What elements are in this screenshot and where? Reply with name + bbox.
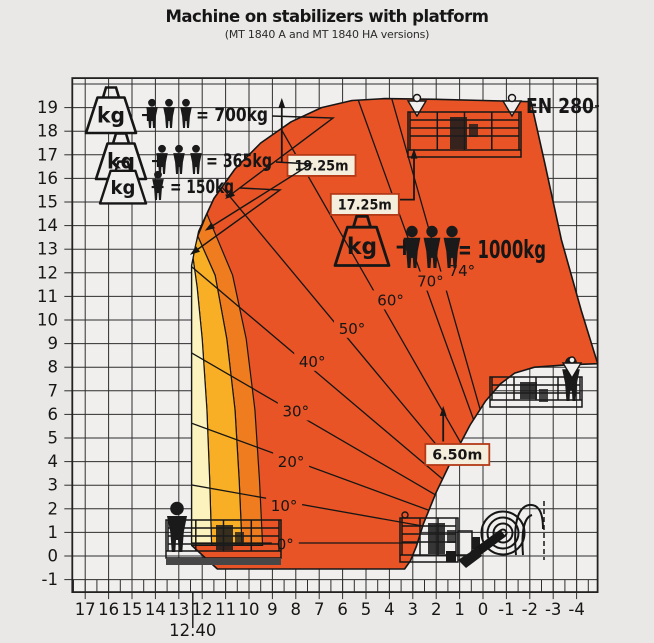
zone-1000kg (190, 97, 599, 570)
load-chart-host: 0° 10° 20° 30° 40° 50° 60° 70° 74° 19.25m 17.25m 6.… (0, 55, 654, 640)
kg-weight-icon: kg (98, 160, 148, 205)
svg-text:11: 11 (215, 600, 236, 619)
svg-text:10: 10 (37, 311, 58, 330)
svg-text:4: 4 (384, 600, 395, 619)
svg-text:5: 5 (361, 600, 372, 619)
svg-text:kg: kg (347, 234, 377, 260)
svg-text:19: 19 (37, 98, 58, 117)
svg-text:6.50m: 6.50m (432, 448, 482, 464)
mount-notch-icon (561, 356, 583, 380)
svg-text:13: 13 (168, 600, 189, 619)
machine-turret-icon (446, 501, 545, 568)
svg-text:6: 6 (48, 405, 59, 424)
capacity-value: = 1000kg (458, 235, 546, 264)
person-icon (426, 225, 438, 238)
svg-text:17: 17 (37, 145, 58, 164)
zone-150kg (191, 258, 213, 546)
svg-text:16: 16 (37, 169, 58, 188)
svg-text:-2: -2 (522, 600, 538, 619)
x-axis-labels: 17 16 15 14 13 12 11 10 9 8 7 6 5 4 3 2 1 0 -1 -2 -3 -412.40 (75, 592, 585, 640)
capacity-legend: kg+= 700kg kg+= 365kg kg+= 150kg (84, 86, 336, 255)
svg-text:40°: 40° (299, 353, 326, 371)
svg-text:15: 15 (122, 600, 143, 619)
chart-header: Machine on stabilizers with platform (MT… (0, 0, 654, 41)
svg-text:9: 9 (48, 334, 59, 353)
svg-text:= 365kg: = 365kg (206, 150, 272, 172)
svg-text:10°: 10° (271, 497, 298, 515)
person-icon (154, 170, 162, 179)
standard-label: EN 280 (526, 94, 594, 118)
load-chart: 0°10°20°30°40°50°60°70°74°19.25m17.25m6.… (37, 77, 599, 640)
svg-text:70°: 70° (417, 273, 444, 291)
svg-text:9: 9 (267, 600, 278, 619)
svg-text:14: 14 (37, 216, 58, 235)
legend-row-700kg: kg+= 700kg (84, 86, 336, 199)
mount-notch-icon (501, 93, 523, 118)
page-title: Machine on stabilizers with platform (165, 7, 489, 26)
svg-text:7: 7 (48, 381, 59, 400)
svg-text:14: 14 (145, 600, 166, 619)
person-icon (175, 144, 183, 153)
platform-capacity-note: kg + = 1000kg (333, 214, 546, 268)
person-icon (170, 501, 184, 516)
svg-text:10: 10 (239, 600, 260, 619)
load-zones (190, 97, 599, 570)
person-icon (182, 98, 190, 107)
svg-text:5: 5 (48, 429, 59, 448)
mount-notch-icon (406, 93, 428, 118)
svg-text:2: 2 (431, 600, 442, 619)
height-markers: 19.25m 17.25m 6.50m (278, 97, 491, 466)
person-icon (148, 98, 156, 107)
person-icon (158, 144, 166, 153)
legend-row-150kg: kg+= 150kg (98, 160, 283, 255)
svg-text:7: 7 (314, 600, 325, 619)
svg-text:18: 18 (37, 122, 58, 141)
kg-weight-icon: kg (84, 86, 138, 135)
svg-text:12: 12 (192, 600, 213, 619)
svg-text:74°: 74° (449, 262, 476, 280)
boom-angle-labels: 0°10°20°30°40°50°60°70°74° (266, 260, 480, 554)
svg-text:17: 17 (75, 600, 96, 619)
svg-text:19.25m: 19.25m (295, 158, 349, 174)
svg-text:16: 16 (98, 600, 119, 619)
svg-text:0: 0 (48, 547, 59, 566)
person-icon (192, 144, 200, 153)
plot-border (71, 77, 599, 594)
svg-text:1: 1 (48, 523, 59, 542)
svg-text:-3: -3 (545, 600, 561, 619)
person-icon (446, 225, 458, 238)
svg-text:8: 8 (291, 600, 302, 619)
svg-text:1: 1 (454, 600, 465, 619)
svg-text:kg: kg (111, 177, 136, 199)
svg-text:-1: -1 (498, 600, 514, 619)
person-icon (165, 98, 173, 107)
svg-text:3: 3 (408, 600, 419, 619)
svg-text:= 150kg: = 150kg (170, 176, 234, 198)
kg-weight-icon: kg (333, 214, 391, 267)
svg-text:-4: -4 (568, 600, 584, 619)
svg-text:6: 6 (337, 600, 348, 619)
svg-text:8: 8 (48, 358, 59, 377)
svg-text:20°: 20° (278, 453, 305, 471)
svg-text:60°: 60° (377, 291, 404, 309)
svg-text:4: 4 (48, 452, 59, 471)
svg-text:0: 0 (478, 600, 489, 619)
page-subtitle: (MT 1840 A and MT 1840 HA versions) (224, 28, 430, 41)
svg-text:kg: kg (97, 104, 125, 128)
svg-text:30°: 30° (283, 402, 310, 420)
svg-text:15: 15 (37, 193, 58, 212)
svg-text:11: 11 (37, 287, 58, 306)
svg-text:50°: 50° (339, 320, 366, 338)
person-icon (406, 225, 418, 238)
pictograms (165, 93, 583, 568)
svg-text:13: 13 (37, 240, 58, 259)
svg-text:3: 3 (48, 476, 59, 495)
max-reach-label: 12.40 (169, 621, 216, 639)
svg-text:12: 12 (37, 263, 58, 282)
svg-text:2: 2 (48, 499, 59, 518)
svg-text:-1: -1 (42, 570, 58, 589)
svg-text:17.25m: 17.25m (338, 197, 392, 213)
svg-text:= 700kg: = 700kg (196, 104, 268, 126)
